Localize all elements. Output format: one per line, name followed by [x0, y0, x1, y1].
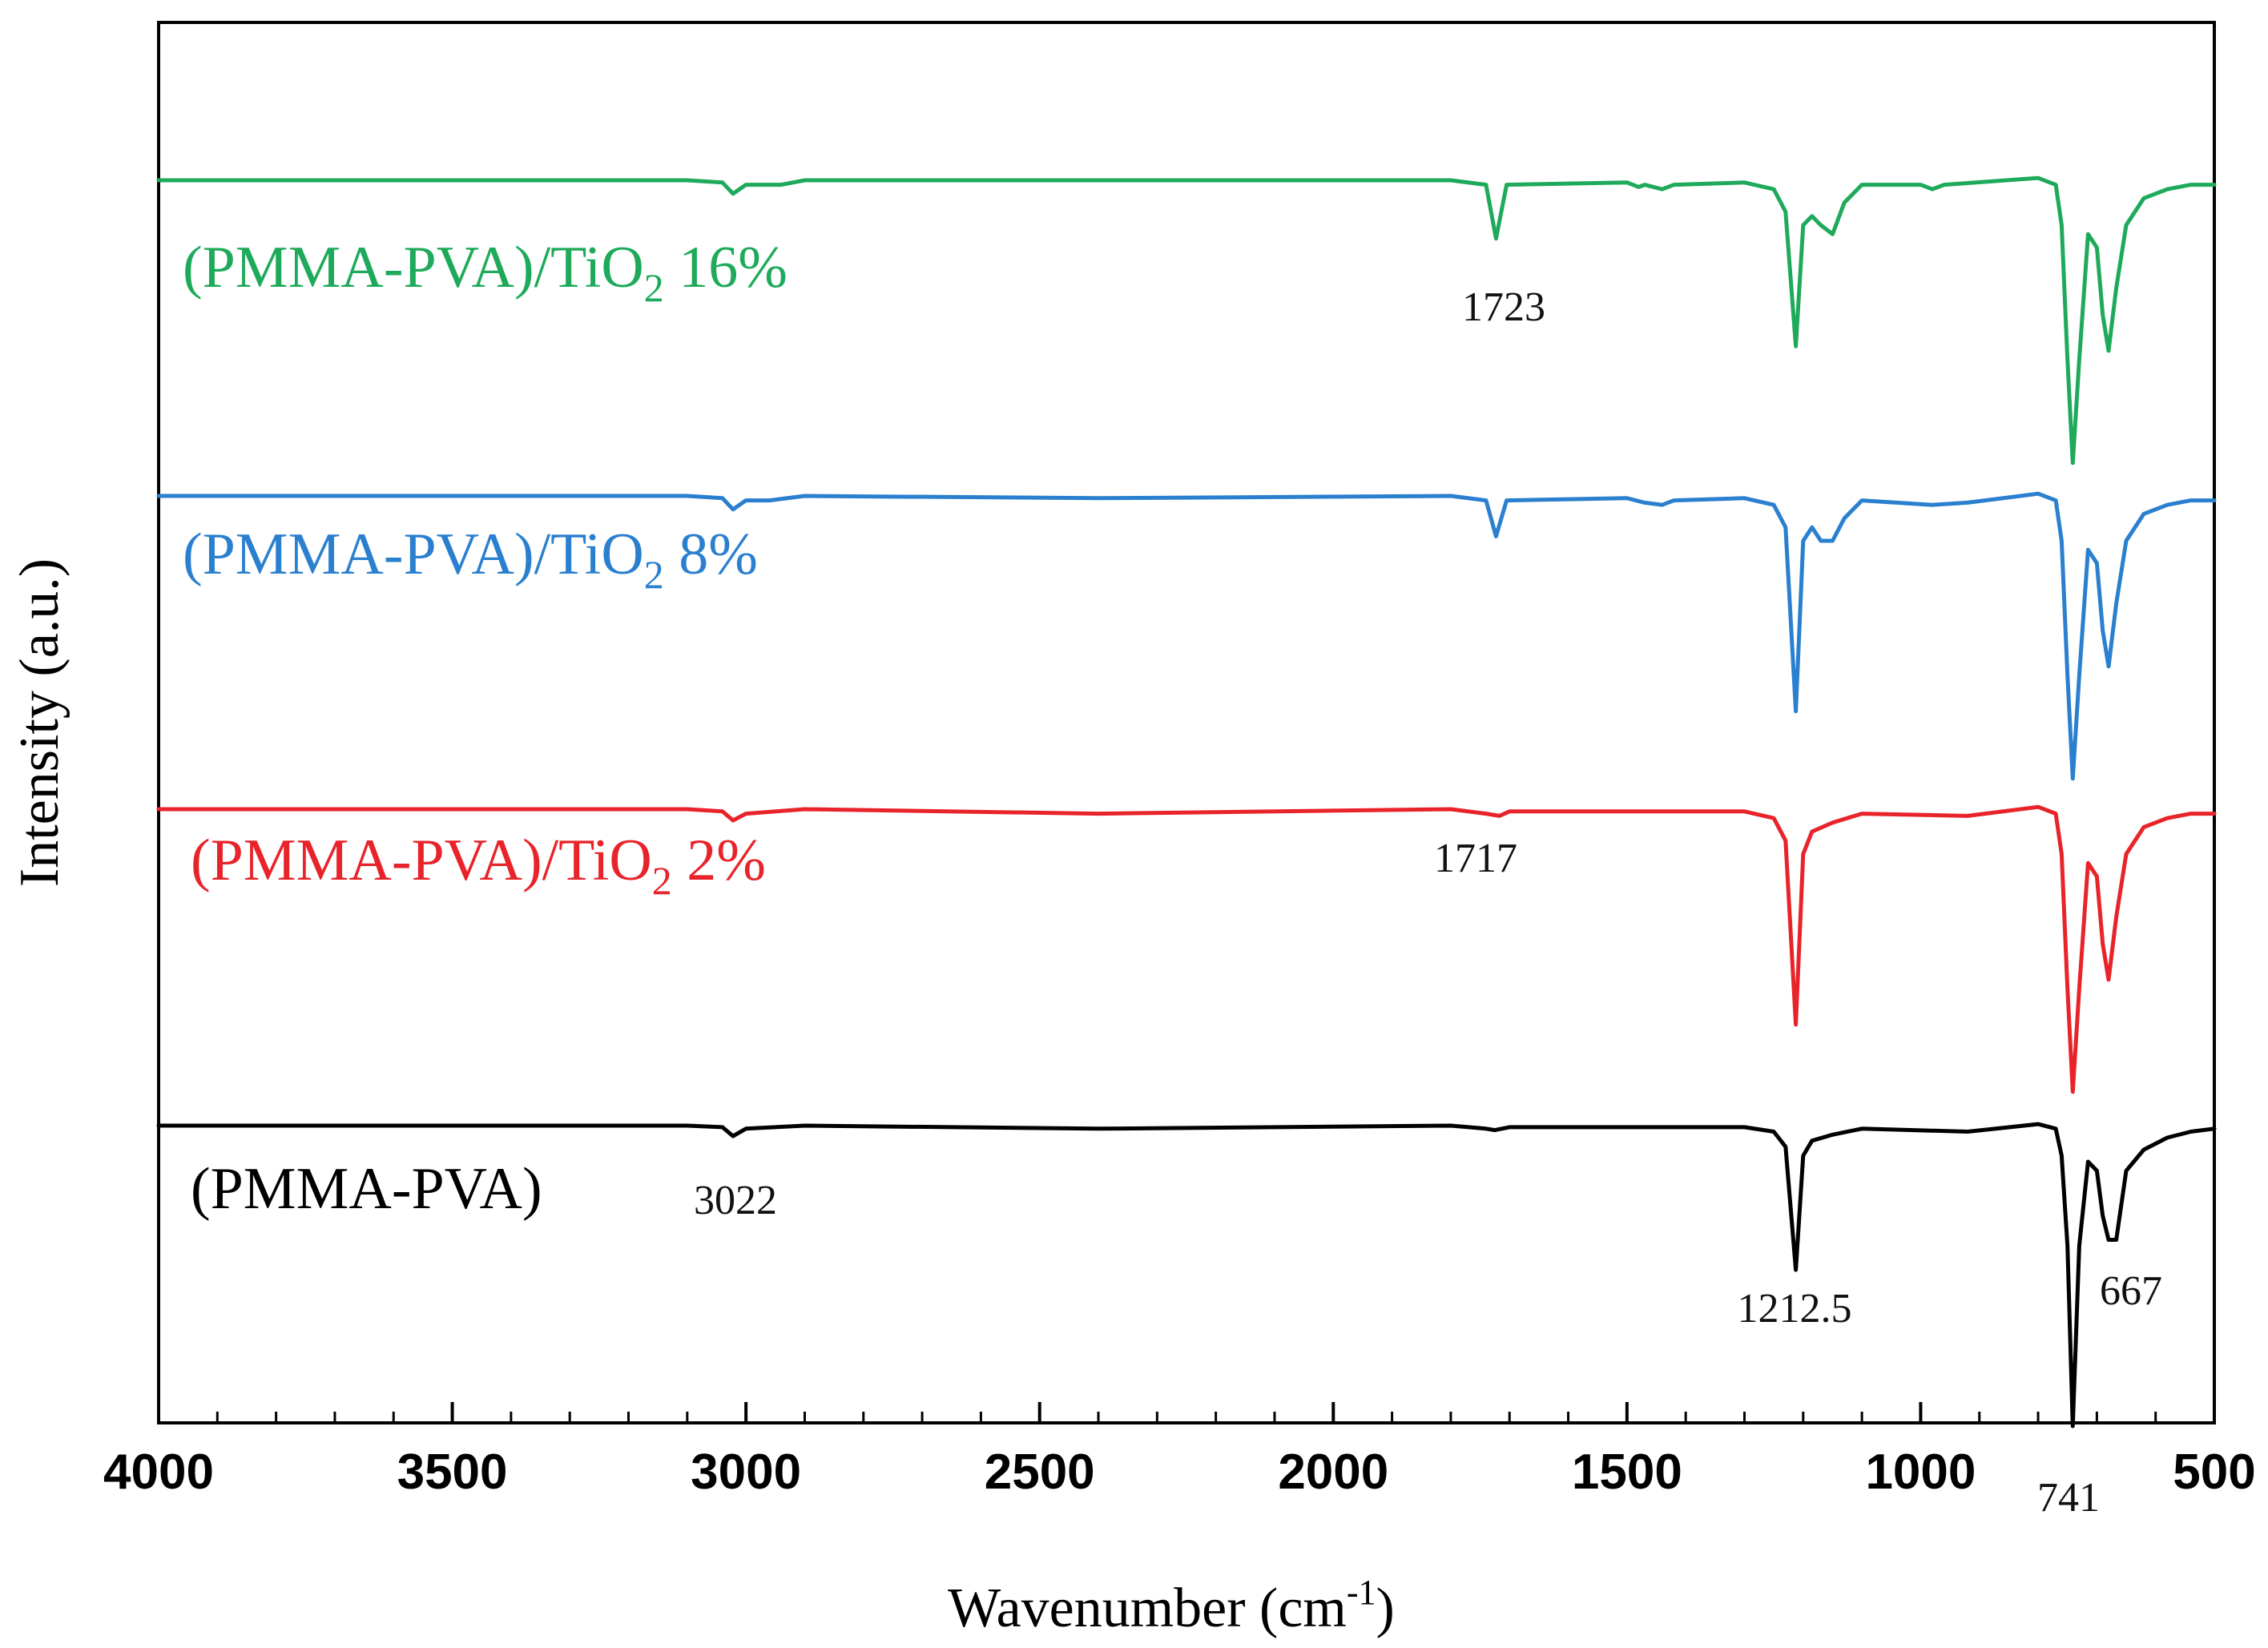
y-axis-title: Intensity (a.u.) [9, 558, 70, 887]
x-tick-label: 2500 [985, 1445, 1095, 1500]
plot-frame [157, 21, 2216, 1424]
series-layer [156, 175, 2217, 1428]
x-tick-label: 1000 [1865, 1445, 1976, 1500]
x-axis-ticks: 4000 3500 3000 2500 2000 1500 1000 500 [103, 1402, 2256, 1500]
peak-annotations: 1723 1717 3022 1212.5 667 741 [694, 284, 2162, 1521]
series-label-2: (PMMA-PVA)/TiO2 8% [183, 522, 758, 597]
series-labels: (PMMA-PVA)/TiO2 16% (PMMA-PVA)/TiO2 8% (PM… [183, 235, 788, 1222]
series-line-2 [156, 491, 2217, 781]
x-tick-label: 500 [2173, 1445, 2255, 1500]
series-label-3: (PMMA-PVA)/TiO2 2% [191, 828, 766, 903]
x-tick-label: 4000 [103, 1445, 214, 1500]
x-axis-title-main: Wavenumber (cm [948, 1577, 1347, 1639]
series-label-4: (PMMA-PVA) [191, 1156, 542, 1222]
x-axis-title: Wavenumber (cm-1) [948, 1573, 1395, 1639]
peak-annotation: 741 [2037, 1475, 2100, 1521]
peak-annotation: 667 [2100, 1268, 2162, 1314]
x-axis-title-close: ) [1376, 1577, 1395, 1639]
peak-annotation: 1717 [1434, 836, 1517, 881]
series-line-3 [156, 804, 2217, 1094]
x-tick-label: 3000 [691, 1445, 801, 1500]
x-tick-label: 2000 [1278, 1445, 1388, 1500]
peak-annotation: 1212.5 [1738, 1286, 1852, 1332]
series-line-4 [156, 1122, 2217, 1428]
x-tick-label: 3500 [397, 1445, 508, 1500]
series-label-1: (PMMA-PVA)/TiO2 16% [183, 235, 788, 310]
series-line-1 [156, 175, 2217, 465]
x-axis-title-sup: -1 [1347, 1573, 1376, 1612]
peak-annotation: 1723 [1462, 284, 1545, 330]
x-tick-label: 1500 [1572, 1445, 1682, 1500]
peak-annotation: 3022 [694, 1178, 777, 1223]
